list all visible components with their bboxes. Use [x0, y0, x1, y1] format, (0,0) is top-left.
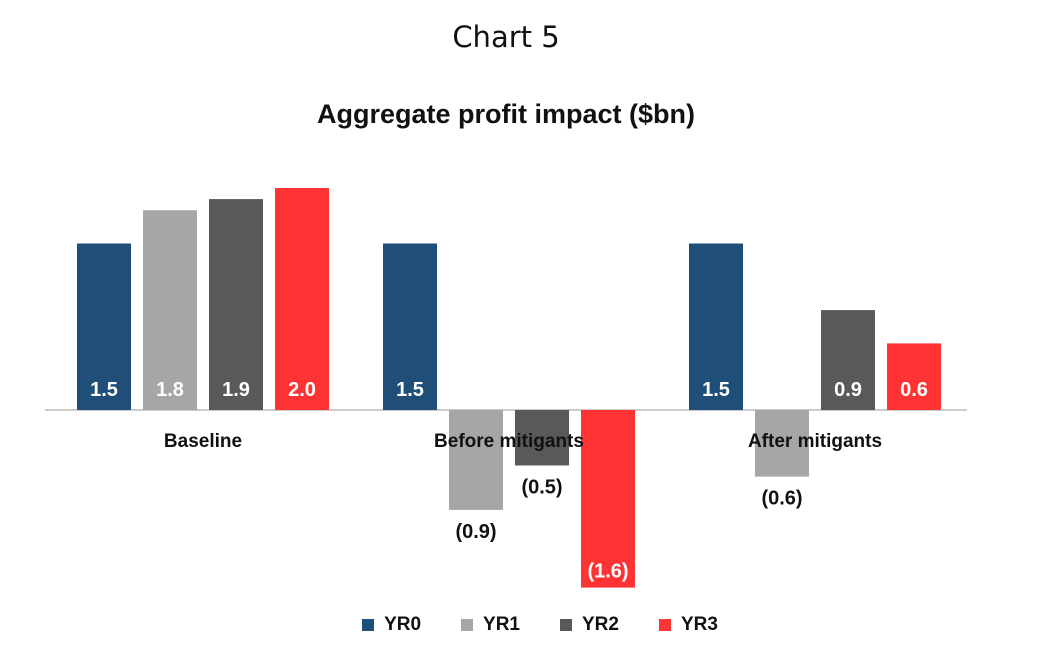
legend-label-yr3: YR3: [680, 614, 718, 635]
legend-item-yr0: YR0: [362, 614, 421, 636]
data-label-yr0-2: 1.5: [702, 379, 730, 401]
category-label-1: Before mitigants: [434, 431, 584, 452]
legend-label-yr2: YR2: [582, 614, 619, 635]
data-label-yr2-2: 0.9: [834, 379, 862, 401]
data-label-yr1-0: 1.8: [156, 379, 184, 401]
data-label-yr0-1: 1.5: [396, 379, 424, 401]
bar-yr3-1: [581, 410, 635, 588]
legend-label-yr1: YR1: [483, 614, 520, 635]
legend: YR0 YR1 YR2 YR3: [0, 614, 1038, 636]
bar-yr0-1: [383, 243, 437, 410]
data-label-yr0-0: 1.5: [90, 379, 118, 401]
data-label-yr1-1: (0.9): [455, 521, 496, 543]
data-label-yr3-1: (1.6): [587, 561, 628, 583]
bar-yr1-0: [143, 210, 197, 410]
legend-swatch-yr1: [461, 619, 474, 631]
legend-item-yr1: YR1: [461, 614, 520, 636]
category-label-0: Baseline: [164, 431, 242, 452]
legend-item-yr2: YR2: [560, 614, 619, 636]
bar-yr0-0: [77, 243, 131, 410]
bar-yr0-2: [689, 243, 743, 410]
bar-yr1-1: [449, 410, 503, 510]
legend-swatch-yr3: [658, 619, 671, 631]
data-label-yr2-1: (0.5): [521, 477, 562, 499]
bar-yr2-0: [209, 199, 263, 410]
data-label-yr1-2: (0.6): [761, 488, 802, 510]
data-label-yr3-0: 2.0: [288, 379, 316, 401]
bar-yr1-2: [755, 410, 809, 477]
bar-yr3-0: [275, 188, 329, 410]
chart-title: Chart 5: [452, 20, 560, 54]
bar-yr2-2: [821, 310, 875, 410]
data-label-yr2-0: 1.9: [222, 379, 250, 401]
legend-swatch-yr0: [362, 619, 375, 631]
data-label-yr3-2: 0.6: [900, 379, 928, 401]
legend-item-yr3: YR3: [658, 614, 718, 636]
chart-subtitle: Aggregate profit impact ($bn): [316, 99, 695, 129]
legend-label-yr0: YR0: [384, 614, 422, 635]
bar-yr2-1: [515, 410, 569, 466]
legend-swatch-yr2: [560, 619, 572, 631]
category-label-2: After mitigants: [748, 431, 882, 452]
bar-yr3-2: [887, 343, 941, 410]
